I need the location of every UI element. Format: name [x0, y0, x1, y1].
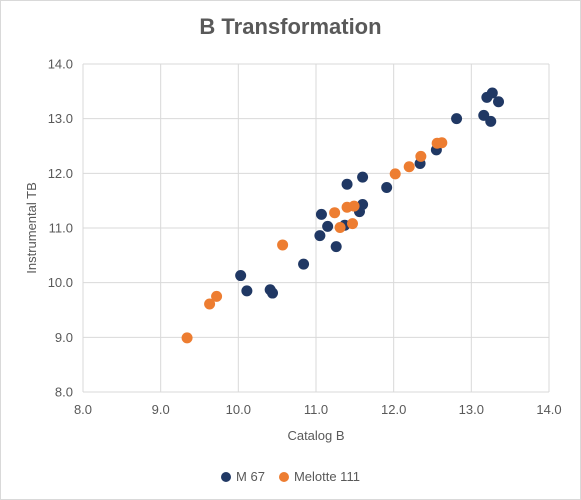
y-tick-label: 11.0	[49, 221, 73, 236]
data-point	[389, 168, 401, 180]
legend: M 67 Melotte 111	[0, 469, 581, 484]
data-point	[381, 182, 393, 194]
legend-swatch-melotte-111	[278, 471, 289, 482]
data-point	[315, 208, 327, 220]
legend-label-m67: M 67	[236, 469, 265, 484]
y-tick-label: 10.0	[48, 275, 73, 290]
data-point	[204, 298, 216, 310]
data-point	[298, 258, 310, 270]
data-point	[277, 239, 289, 251]
chart-title: B Transformation	[199, 14, 382, 39]
legend-swatch-m67	[221, 471, 232, 482]
y-axis-tick-labels: 8.0 9.0 10.0 11.0 12.0 13.0 14.0	[48, 57, 73, 400]
x-tick-label: 13.0	[459, 402, 484, 417]
x-axis-title: Catalog B	[287, 428, 344, 443]
data-point	[436, 137, 448, 149]
x-tick-label: 8.0	[74, 402, 92, 417]
x-tick-label: 9.0	[152, 402, 170, 417]
x-tick-label: 14.0	[536, 402, 561, 417]
data-point	[211, 290, 223, 302]
data-point	[493, 96, 505, 108]
series-melotte-111	[181, 137, 448, 344]
legend-item-melotte-111: Melotte 111	[278, 469, 360, 484]
data-point	[314, 230, 326, 242]
data-point	[348, 200, 360, 212]
data-point	[329, 207, 341, 219]
x-tick-label: 12.0	[381, 402, 406, 417]
y-tick-label: 9.0	[55, 330, 73, 345]
data-point	[267, 287, 279, 299]
data-point	[357, 198, 369, 210]
data-point	[486, 87, 498, 99]
data-point	[403, 161, 415, 173]
data-point	[322, 220, 334, 232]
x-axis-tick-labels: 8.0 9.0 10.0 11.0 12.0 13.0 14.0	[74, 402, 562, 417]
y-axis-title: Instrumental TB	[24, 182, 39, 274]
data-point	[330, 241, 342, 253]
y-tick-label: 14.0	[48, 57, 73, 72]
x-tick-label: 11.0	[304, 402, 328, 417]
series-m-67	[235, 87, 505, 299]
data-point	[341, 178, 353, 190]
data-point	[235, 270, 247, 282]
y-tick-label: 13.0	[48, 111, 73, 126]
data-point	[451, 113, 463, 125]
data-point	[334, 221, 346, 233]
data-point	[485, 115, 497, 127]
data-point	[347, 218, 359, 230]
data-point	[415, 150, 427, 162]
horizontal-gridlines	[83, 63, 549, 393]
legend-label-melotte-111: Melotte 111	[293, 469, 360, 484]
x-tick-label: 10.0	[226, 402, 251, 417]
data-point	[181, 332, 193, 344]
y-tick-label: 8.0	[55, 385, 73, 400]
data-point	[241, 285, 253, 297]
legend-item-m67: M 67	[221, 469, 265, 484]
y-tick-label: 12.0	[48, 166, 73, 181]
data-point	[357, 171, 369, 183]
data-points	[181, 87, 505, 344]
